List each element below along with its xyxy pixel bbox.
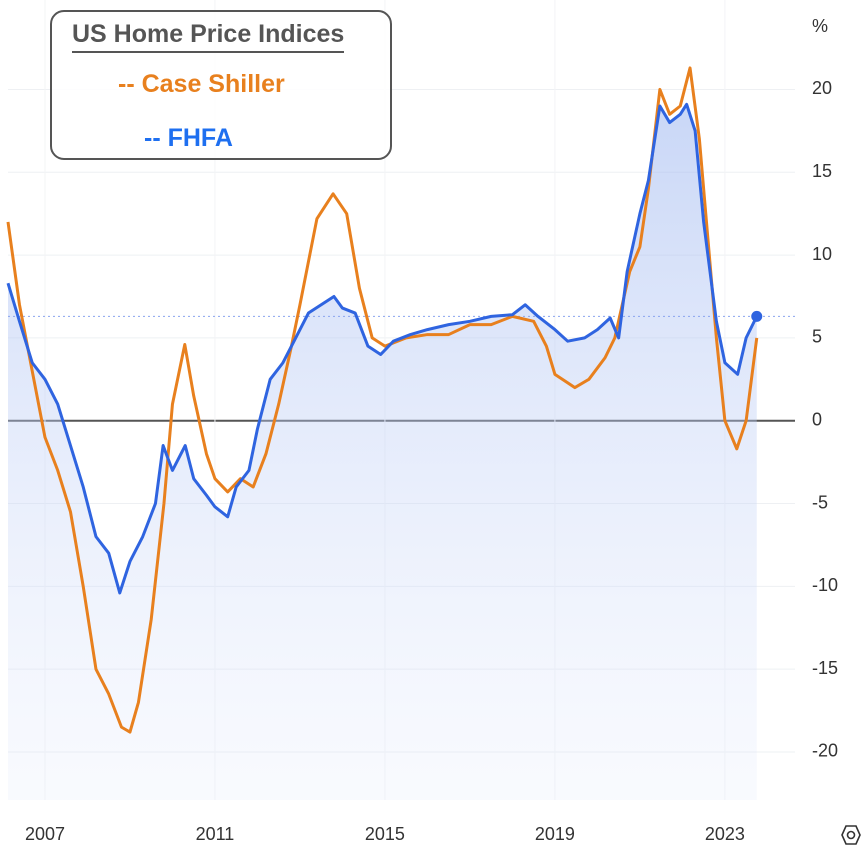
- y-tick-label: 15: [812, 161, 832, 181]
- x-tick-label: 2019: [535, 824, 575, 844]
- last-point: [751, 310, 763, 322]
- x-tick-label: 2023: [705, 824, 745, 844]
- y-tick-label: -20: [812, 741, 838, 761]
- y-unit: %: [812, 16, 828, 36]
- y-tick-label: 20: [812, 78, 832, 98]
- legend-entry: -- Case Shiller: [118, 70, 285, 98]
- legend-title: US Home Price Indices: [72, 20, 345, 53]
- area: [8, 104, 757, 800]
- x-tick-label: 2011: [196, 824, 235, 844]
- y-tick-label: 5: [812, 327, 822, 347]
- y-tick-label: -15: [812, 658, 838, 678]
- y-tick-label: -5: [812, 492, 828, 512]
- y-tick-label: 0: [812, 409, 822, 429]
- x-tick-label: 2007: [25, 824, 65, 844]
- series-line: [6, 66, 759, 734]
- y-tick-label: -10: [812, 575, 838, 595]
- settings-icon[interactable]: [841, 825, 861, 845]
- legend: US Home Price Indices -- Case Shiller --…: [50, 10, 392, 160]
- series-line: [6, 102, 759, 595]
- legend-entry: -- FHFA: [144, 124, 233, 152]
- y-tick-label: 10: [812, 244, 832, 264]
- x-tick-label: 2015: [365, 824, 405, 844]
